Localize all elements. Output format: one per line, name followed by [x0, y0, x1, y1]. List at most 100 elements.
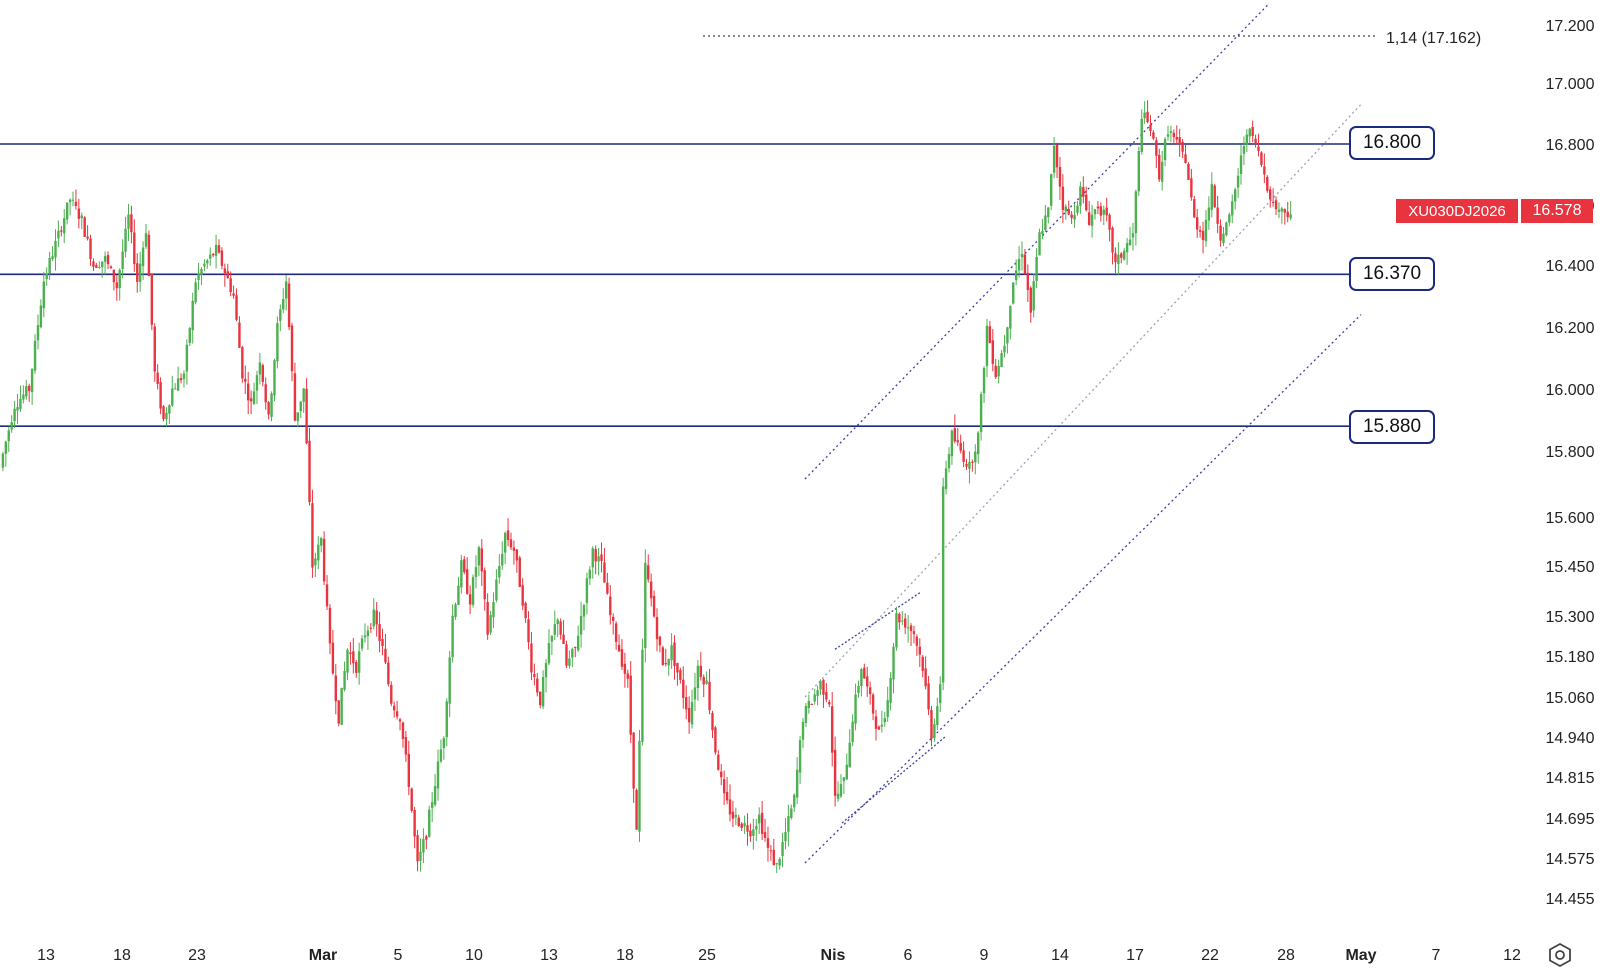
channel-line[interactable]	[841, 736, 946, 824]
candle	[115, 274, 118, 301]
channel-lines	[804, 4, 1362, 864]
candle	[1044, 205, 1047, 233]
candle	[483, 567, 486, 611]
candle	[740, 822, 743, 832]
candle	[489, 610, 492, 635]
time-tick-label: 18	[616, 947, 634, 964]
candle	[574, 646, 577, 658]
candle	[238, 316, 241, 348]
candle	[133, 219, 136, 272]
candle	[930, 705, 933, 747]
candle	[833, 736, 837, 807]
channel-line[interactable]	[804, 103, 1362, 698]
candle	[708, 668, 711, 715]
candle	[906, 615, 910, 643]
candle	[565, 640, 568, 668]
candle	[941, 477, 945, 691]
candle	[901, 611, 904, 626]
candle	[92, 258, 95, 271]
horizontal-level-lines	[0, 143, 1349, 428]
candle	[1225, 221, 1228, 237]
candle	[320, 536, 323, 553]
candle	[1067, 200, 1070, 216]
candle	[439, 739, 443, 763]
candle	[909, 623, 913, 646]
candle	[223, 263, 227, 287]
candle	[1163, 137, 1167, 167]
candle	[1283, 208, 1286, 225]
candle	[860, 668, 863, 697]
candle	[1079, 181, 1082, 214]
candle	[562, 620, 565, 645]
candle	[1248, 127, 1251, 144]
candle	[758, 807, 761, 835]
channel-line[interactable]	[804, 314, 1362, 864]
candle	[174, 383, 177, 390]
level-box-15880[interactable]: 15.880	[1349, 410, 1435, 444]
time-tick-label: 13	[540, 947, 558, 964]
candle	[232, 285, 235, 299]
candle	[836, 781, 840, 802]
candle	[144, 224, 148, 249]
time-tick-label: 13	[37, 947, 55, 964]
candle	[182, 370, 186, 388]
candle	[734, 807, 738, 826]
candle	[109, 265, 113, 269]
candle	[629, 660, 632, 744]
level-box-16370[interactable]: 16.370	[1349, 257, 1435, 291]
candle	[550, 635, 554, 655]
time-tick-label: 7	[1432, 947, 1441, 964]
time-tick-label: 17	[1126, 947, 1144, 964]
candle	[1000, 349, 1003, 368]
symbol-price-tag: XU030DJ2026	[1396, 199, 1518, 223]
candle	[1207, 196, 1211, 230]
candle	[839, 774, 843, 799]
candle	[652, 590, 656, 618]
candle	[1102, 205, 1105, 226]
time-tick-label: May	[1345, 947, 1376, 964]
price-tick-label: 14.815	[1546, 770, 1595, 787]
candle	[498, 554, 501, 584]
candle	[1137, 146, 1140, 196]
candle	[1266, 175, 1269, 193]
time-tick-label: 10	[465, 947, 483, 964]
candle	[524, 601, 527, 623]
gear-icon[interactable]	[1547, 942, 1573, 968]
candle	[521, 578, 524, 611]
channel-line[interactable]	[804, 4, 1269, 480]
candle	[699, 652, 702, 681]
time-tick-label: Nis	[821, 947, 846, 964]
candle	[766, 826, 770, 862]
candle	[305, 378, 308, 445]
candle	[746, 813, 749, 846]
candle	[854, 683, 857, 731]
candle	[1257, 133, 1260, 157]
candle	[19, 385, 22, 412]
candle	[346, 648, 349, 681]
price-tick-label: 16.200	[1546, 320, 1595, 337]
candle	[130, 205, 133, 244]
candle	[241, 345, 244, 383]
candle	[419, 838, 422, 872]
candle	[1158, 148, 1161, 182]
channel-line[interactable]	[834, 592, 921, 650]
candle	[1260, 151, 1263, 168]
candle	[369, 623, 373, 633]
candle	[828, 699, 831, 707]
candle	[594, 545, 597, 575]
candle	[784, 818, 787, 850]
candle	[1269, 186, 1272, 208]
candle	[988, 320, 992, 344]
candle	[933, 718, 936, 742]
candle	[664, 648, 667, 667]
candle	[267, 400, 270, 420]
candle	[530, 632, 533, 681]
candle	[877, 725, 881, 730]
candle	[924, 656, 927, 690]
candle	[98, 261, 101, 269]
candle	[454, 602, 457, 620]
level-box-16800[interactable]: 16.800	[1349, 126, 1435, 160]
candle	[401, 721, 405, 748]
